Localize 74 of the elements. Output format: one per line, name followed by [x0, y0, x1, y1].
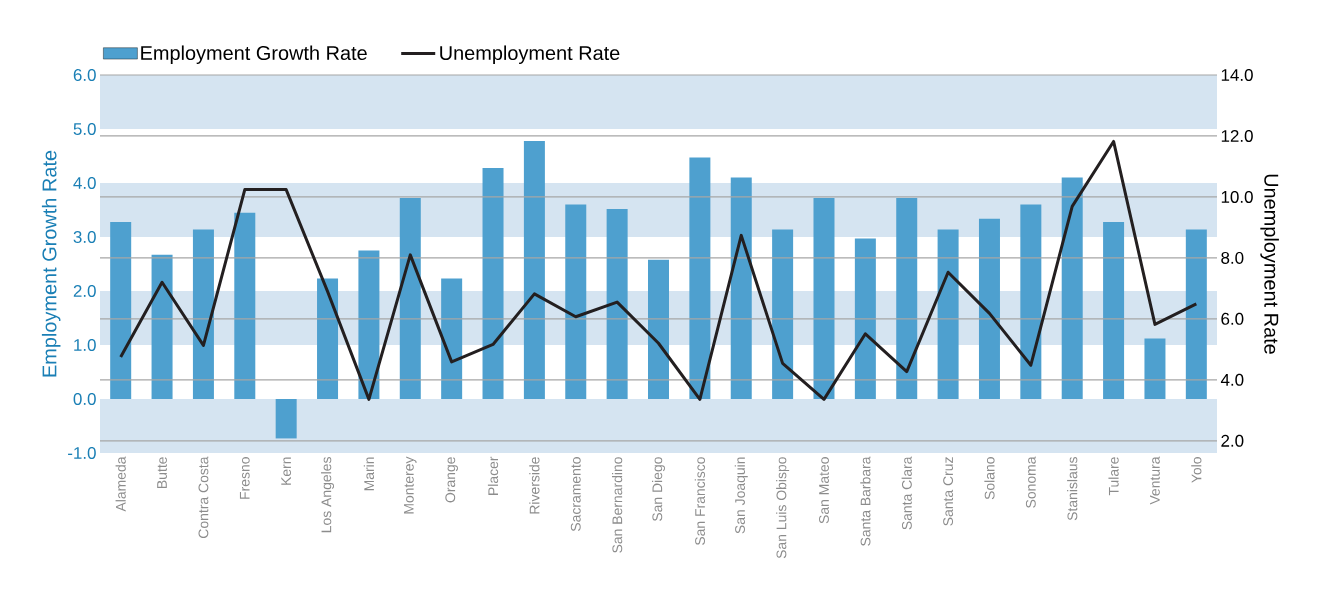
x-tick-label: Yolo	[1191, 457, 1202, 483]
bar	[978, 218, 1000, 399]
x-tick-label: Los Angeles	[321, 457, 335, 533]
x-tick-label: San Mateo	[819, 457, 829, 524]
y2-tick-label: 14.0	[1221, 69, 1253, 81]
y2-tick-label: 4.0	[1220, 373, 1244, 386]
line-series	[119, 139, 1198, 401]
bar	[813, 198, 835, 399]
bar	[565, 204, 587, 399]
x-tick-label: Santa Cruz	[943, 457, 954, 526]
x-tick-label: Fresno	[239, 457, 250, 499]
x-tick-label: Marin	[363, 457, 375, 491]
y-tick-label: -1.0	[68, 447, 96, 459]
y2-tick-label: 6.0	[1221, 312, 1244, 325]
x-tick-label: Ventura	[1150, 456, 1160, 505]
bar	[689, 157, 711, 399]
bar	[1185, 229, 1207, 399]
y-tick-label: 4.0	[73, 177, 96, 189]
x-tick-label: Kern	[281, 457, 292, 485]
y-tick-label: 3.0	[73, 231, 96, 243]
x-tick-label: Alameda	[115, 456, 126, 512]
bar	[482, 167, 504, 399]
bar	[151, 254, 173, 399]
bar	[358, 250, 380, 399]
y-tick-label: 2.0	[73, 285, 96, 297]
bar	[192, 229, 214, 399]
bar	[772, 229, 794, 399]
x-tick-label: San Francisco	[694, 457, 705, 546]
bar	[937, 229, 959, 399]
x-tick-label: Solano	[984, 457, 995, 500]
x-tick-label: Santa Barbara	[860, 456, 871, 546]
y-tick-label: 5.0	[73, 123, 96, 135]
bar	[523, 140, 545, 399]
x-tick-label: Orange	[445, 457, 458, 503]
bar	[606, 208, 628, 399]
y-tick-label: 1.0	[74, 339, 96, 351]
x-tick-label: Tulare	[1108, 457, 1119, 496]
x-tick-label: Stanislaus	[1067, 457, 1078, 521]
bar	[1103, 221, 1125, 399]
bar	[896, 198, 918, 399]
bar	[441, 278, 463, 399]
x-tick-label: Riverside	[529, 457, 540, 514]
bar	[730, 177, 752, 399]
x-tick-label: Santa Clara	[901, 456, 912, 530]
legend-label: Employment Growth Rate	[141, 45, 367, 65]
bar	[110, 221, 132, 399]
y-tick-label: 6.0	[73, 69, 96, 81]
x-tick-label: Sonoma	[1025, 456, 1036, 508]
bar	[1061, 177, 1083, 399]
bar	[1144, 338, 1166, 399]
y2-tick-label: 2.0	[1221, 434, 1244, 447]
y2-tick-label: 8.0	[1221, 251, 1244, 264]
x-tick-label: Contra Costa	[198, 456, 209, 538]
bar	[317, 278, 339, 399]
x-tick-label: Butte	[157, 457, 167, 488]
y2-tick-label: 12.0	[1221, 129, 1253, 142]
y2-tick-label: 10.0	[1221, 190, 1253, 203]
bar	[854, 238, 876, 399]
bar	[275, 399, 297, 439]
y-tick-label: 0.0	[73, 393, 96, 405]
x-tick-label: San Luis Obispo	[776, 457, 790, 559]
x-tick-label: Placer	[487, 456, 499, 495]
x-tick-label: San Diego	[652, 457, 665, 522]
x-tick-label: San Joaquin	[734, 457, 748, 534]
bar	[1020, 204, 1042, 399]
x-tick-label: Monterey	[404, 456, 417, 514]
x-tick-label: San Bernardino	[612, 457, 623, 553]
legend-label: Unemployment Rate	[440, 45, 620, 65]
x-tick-label: Sacramento	[570, 457, 581, 532]
bar	[399, 198, 421, 399]
y-axis-title: Employment Growth Rate	[41, 150, 61, 377]
bar	[648, 259, 669, 399]
y2-axis-title: Unemployment Rate	[1260, 174, 1279, 354]
bar	[234, 212, 256, 399]
